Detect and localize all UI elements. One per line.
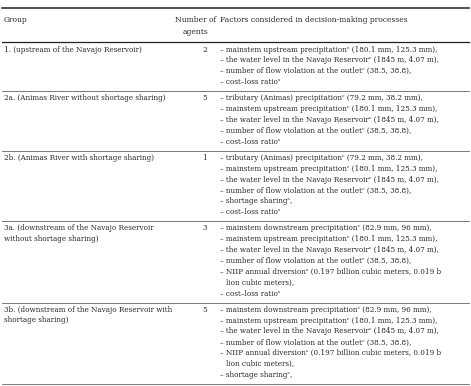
Text: – mainstem upstream precipitationᶜ (180.1 mm, 125.3 mm),: – mainstem upstream precipitationᶜ (180.… [220,317,438,325]
Text: – mainstem upstream precipitationᶜ (180.1 mm, 125.3 mm),: – mainstem upstream precipitationᶜ (180.… [220,165,438,173]
Text: Factors considered in decision-making processes: Factors considered in decision-making pr… [220,16,408,24]
Text: – tributary (Animas) precipitationᶜ (79.2 mm, 38.2 mm),: – tributary (Animas) precipitationᶜ (79.… [220,154,423,162]
Text: 1. (upstream of the Navajo Reservoir): 1. (upstream of the Navajo Reservoir) [4,46,142,54]
Text: – tributary (Animas) precipitationᶜ (79.2 mm, 38.2 mm),: – tributary (Animas) precipitationᶜ (79.… [220,94,423,102]
Text: – NIIP annual diversionˢ (0.197 billion cubic meters, 0.019 b: – NIIP annual diversionˢ (0.197 billion … [220,268,441,276]
Text: 2: 2 [203,46,207,54]
Text: 2b. (Animas River with shortage sharing): 2b. (Animas River with shortage sharing) [4,154,154,162]
Text: – number of flow violation at the outletᶜ (38.5, 38.8),: – number of flow violation at the outlet… [220,186,412,195]
Text: – the water level in the Navajo Reservoirᶜ (1845 m, 4.07 m),: – the water level in the Navajo Reservoi… [220,116,439,124]
Text: 3: 3 [203,224,207,232]
Text: – mainstem upstream precipitationᶜ (180.1 mm, 125.3 mm),: – mainstem upstream precipitationᶜ (180.… [220,46,438,54]
Text: – shortage sharingˢ,: – shortage sharingˢ, [220,197,292,205]
Text: – number of flow violation at the outletᶜ (38.5, 38.8),: – number of flow violation at the outlet… [220,339,412,346]
Text: – shortage sharingˢ,: – shortage sharingˢ, [220,371,292,379]
Text: – NIIP annual diversionˢ (0.197 billion cubic meters, 0.019 b: – NIIP annual diversionˢ (0.197 billion … [220,349,441,357]
Text: – number of flow violation at the outletᶜ (38.5, 38.8),: – number of flow violation at the outlet… [220,127,412,135]
Text: – mainstem upstream precipitationᶜ (180.1 mm, 125.3 mm),: – mainstem upstream precipitationᶜ (180.… [220,235,438,243]
Text: 5: 5 [203,306,207,314]
Text: – mainstem upstream precipitationᶜ (180.1 mm, 125.3 mm),: – mainstem upstream precipitationᶜ (180.… [220,105,438,113]
Text: – cost–loss ratioˢ: – cost–loss ratioˢ [220,78,281,86]
Text: – number of flow violation at the outletᶜ (38.5, 38.8),: – number of flow violation at the outlet… [220,257,412,265]
Text: – cost–loss ratioˢ: – cost–loss ratioˢ [220,138,281,146]
Text: – mainstem downstream precipitationᶜ (82.9 mm, 96 mm),: – mainstem downstream precipitationᶜ (82… [220,306,432,314]
Text: 5: 5 [203,94,207,102]
Text: 1: 1 [203,154,207,162]
Text: 3a. (downstream of the Navajo Reservoir
without shortage sharing): 3a. (downstream of the Navajo Reservoir … [4,224,154,242]
Text: – mainstem downstream precipitationᶜ (82.9 mm, 96 mm),: – mainstem downstream precipitationᶜ (82… [220,224,432,232]
Text: lion cubic meters),: lion cubic meters), [226,360,294,368]
Text: Group: Group [4,16,27,24]
Text: – number of flow violation at the outletᶜ (38.5, 38.8),: – number of flow violation at the outlet… [220,67,412,75]
Text: 2a. (Animas River without shortage sharing): 2a. (Animas River without shortage shari… [4,94,165,102]
Text: agents: agents [183,28,208,36]
Text: – the water level in the Navajo Reservoirᶜ (1845 m, 4.07 m),: – the water level in the Navajo Reservoi… [220,327,439,335]
Text: – cost–loss ratioˢ: – cost–loss ratioˢ [220,290,281,298]
Text: – the water level in the Navajo Reservoirᶜ (1845 m, 4.07 m),: – the water level in the Navajo Reservoi… [220,56,439,64]
Text: – cost–loss ratioˢ: – cost–loss ratioˢ [220,208,281,216]
Text: – the water level in the Navajo Reservoirᶜ (1845 m, 4.07 m),: – the water level in the Navajo Reservoi… [220,176,439,184]
Text: 3b. (downstream of the Navajo Reservoir with
shortage sharing): 3b. (downstream of the Navajo Reservoir … [4,306,172,324]
Text: Number of: Number of [175,16,216,24]
Text: – the water level in the Navajo Reservoirᶜ (1845 m, 4.07 m),: – the water level in the Navajo Reservoi… [220,246,439,254]
Text: lion cubic meters),: lion cubic meters), [226,279,294,287]
